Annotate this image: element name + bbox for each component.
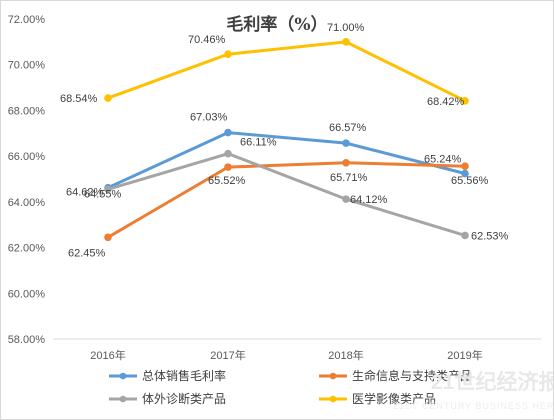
watermark-subtext: 21ST CENTURY BUSINESS HERALD	[393, 401, 553, 411]
series-point	[104, 185, 112, 194]
series-point	[104, 233, 112, 242]
data-labels-layer: 64.62% 67.03% 66.57% 65.24% 62.45% 65.52% 65.7…	[60, 22, 509, 259]
y-tick-label: 58.00%	[8, 334, 46, 346]
data-label: 64.55%	[84, 188, 122, 200]
data-label: 64.62%	[66, 187, 104, 199]
legend-swatch-marker	[119, 395, 127, 403]
y-tick-label: 66.00%	[8, 151, 46, 163]
series-point	[342, 195, 350, 203]
series-point	[342, 139, 350, 147]
data-label: 68.42%	[427, 96, 465, 108]
legend-swatch-marker	[329, 372, 337, 380]
data-label: 64.12%	[350, 194, 388, 206]
data-label: 67.03%	[190, 112, 228, 124]
legend-label: 体外诊断类产品	[142, 391, 226, 406]
series-point	[461, 97, 469, 105]
y-tick-label: 64.00%	[8, 197, 46, 209]
y-tick-label: 60.00%	[8, 288, 46, 300]
data-label: 62.53%	[471, 230, 509, 242]
watermark-text: 21世纪经济报道	[431, 370, 553, 394]
data-label: 65.24%	[424, 154, 462, 166]
legend-label: 医学影像类产品	[352, 391, 436, 406]
data-label: 65.52%	[208, 175, 246, 187]
series-point	[461, 162, 469, 170]
data-label: 62.45%	[68, 247, 106, 259]
data-label: 65.56%	[451, 175, 489, 187]
x-axis: 2016年 2017年 2018年 2019年	[53, 338, 541, 362]
series-point	[461, 169, 469, 178]
data-label: 65.71%	[330, 172, 368, 184]
y-tick-label: 62.00%	[8, 243, 46, 255]
legend-swatch-marker	[329, 395, 337, 403]
legend-swatch-marker	[119, 372, 127, 380]
series-layer	[104, 38, 469, 242]
series-point	[104, 94, 112, 102]
series-point	[224, 128, 232, 137]
y-tick-label: 70.00%	[8, 60, 46, 72]
series-line	[107, 161, 466, 239]
series-line	[107, 40, 466, 103]
chart-title: 毛利率（%）	[226, 14, 327, 35]
data-label: 71.00%	[327, 22, 365, 34]
y-axis: 58.00% 60.00% 62.00% 64.00% 66.00% 68.00% 70.0…	[8, 14, 46, 346]
series-point	[224, 50, 232, 59]
data-label: 70.46%	[188, 34, 226, 46]
legend-label: 生命信息与支持类产品	[352, 368, 472, 383]
series-point	[224, 149, 232, 158]
series-line	[107, 152, 466, 237]
x-tick-label: 2017年	[210, 348, 245, 362]
x-tick-label: 2018年	[328, 348, 363, 362]
chart-title-group: 毛利率（%）	[226, 14, 327, 35]
data-label: 68.54%	[60, 93, 98, 105]
y-tick-label: 68.00%	[8, 105, 46, 117]
series-point	[342, 158, 350, 167]
x-tick-label: 2016年	[90, 348, 125, 362]
watermark: 21世纪经济报道 21ST CENTURY BUSINESS HERALD	[393, 370, 553, 411]
series-line	[107, 131, 466, 190]
x-tick-label: 2019年	[447, 348, 482, 362]
data-label: 66.57%	[329, 122, 367, 134]
legend-label: 总体销售毛利率	[142, 368, 226, 383]
y-tick-label: 72.00%	[8, 14, 46, 26]
series-point	[224, 163, 232, 171]
series-point	[461, 231, 469, 240]
series-point	[342, 38, 350, 46]
data-label: 66.11%	[240, 137, 277, 149]
